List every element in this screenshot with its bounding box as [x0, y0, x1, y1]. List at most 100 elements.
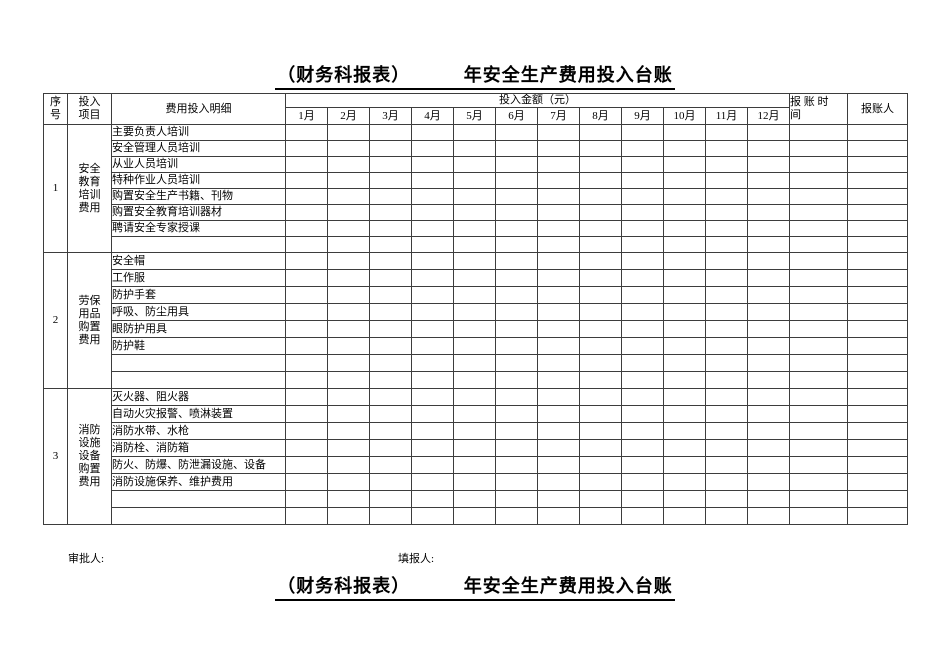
amount-cell[interactable]: [327, 354, 370, 372]
reimburse-time-cell[interactable]: [789, 156, 848, 173]
reimburse-person-cell[interactable]: [847, 140, 908, 157]
amount-cell[interactable]: [285, 337, 328, 355]
amount-cell[interactable]: [579, 507, 622, 525]
amount-cell[interactable]: [495, 269, 538, 287]
amount-cell[interactable]: [705, 405, 748, 423]
amount-cell[interactable]: [495, 354, 538, 372]
amount-cell[interactable]: [453, 140, 496, 157]
amount-cell[interactable]: [327, 490, 370, 508]
amount-cell[interactable]: [369, 490, 412, 508]
amount-cell[interactable]: [453, 286, 496, 304]
reimburse-time-cell[interactable]: [789, 188, 848, 205]
amount-cell[interactable]: [705, 220, 748, 237]
amount-cell[interactable]: [705, 303, 748, 321]
amount-cell[interactable]: [705, 490, 748, 508]
amount-cell[interactable]: [663, 188, 706, 205]
amount-cell[interactable]: [747, 490, 790, 508]
amount-cell[interactable]: [327, 422, 370, 440]
amount-cell[interactable]: [621, 388, 664, 406]
amount-cell[interactable]: [327, 507, 370, 525]
reimburse-time-cell[interactable]: [789, 320, 848, 338]
amount-cell[interactable]: [747, 220, 790, 237]
amount-cell[interactable]: [705, 456, 748, 474]
amount-cell[interactable]: [495, 388, 538, 406]
reimburse-person-cell[interactable]: [847, 439, 908, 457]
amount-cell[interactable]: [495, 172, 538, 189]
amount-cell[interactable]: [663, 303, 706, 321]
amount-cell[interactable]: [579, 204, 622, 221]
amount-cell[interactable]: [411, 473, 454, 491]
reimburse-time-cell[interactable]: [789, 236, 848, 253]
amount-cell[interactable]: [411, 156, 454, 173]
amount-cell[interactable]: [705, 252, 748, 270]
amount-cell[interactable]: [495, 140, 538, 157]
amount-cell[interactable]: [705, 371, 748, 389]
amount-cell[interactable]: [579, 337, 622, 355]
amount-cell[interactable]: [579, 140, 622, 157]
reimburse-time-cell[interactable]: [789, 220, 848, 237]
amount-cell[interactable]: [453, 456, 496, 474]
amount-cell[interactable]: [369, 354, 412, 372]
amount-cell[interactable]: [621, 140, 664, 157]
amount-cell[interactable]: [453, 269, 496, 287]
amount-cell[interactable]: [747, 473, 790, 491]
amount-cell[interactable]: [537, 354, 580, 372]
amount-cell[interactable]: [327, 252, 370, 270]
amount-cell[interactable]: [747, 354, 790, 372]
amount-cell[interactable]: [621, 172, 664, 189]
amount-cell[interactable]: [369, 140, 412, 157]
amount-cell[interactable]: [747, 188, 790, 205]
amount-cell[interactable]: [495, 236, 538, 253]
amount-cell[interactable]: [579, 188, 622, 205]
amount-cell[interactable]: [705, 388, 748, 406]
amount-cell[interactable]: [369, 422, 412, 440]
amount-cell[interactable]: [327, 371, 370, 389]
amount-cell[interactable]: [621, 422, 664, 440]
reimburse-person-cell[interactable]: [847, 320, 908, 338]
amount-cell[interactable]: [621, 124, 664, 141]
amount-cell[interactable]: [621, 354, 664, 372]
amount-cell[interactable]: [537, 236, 580, 253]
amount-cell[interactable]: [285, 405, 328, 423]
amount-cell[interactable]: [495, 124, 538, 141]
amount-cell[interactable]: [663, 320, 706, 338]
amount-cell[interactable]: [453, 236, 496, 253]
amount-cell[interactable]: [537, 337, 580, 355]
amount-cell[interactable]: [579, 236, 622, 253]
amount-cell[interactable]: [327, 405, 370, 423]
amount-cell[interactable]: [285, 388, 328, 406]
reimburse-time-cell[interactable]: [789, 269, 848, 287]
amount-cell[interactable]: [705, 473, 748, 491]
reimburse-person-cell[interactable]: [847, 172, 908, 189]
amount-cell[interactable]: [579, 354, 622, 372]
amount-cell[interactable]: [285, 124, 328, 141]
amount-cell[interactable]: [453, 371, 496, 389]
amount-cell[interactable]: [285, 456, 328, 474]
amount-cell[interactable]: [621, 439, 664, 457]
amount-cell[interactable]: [369, 188, 412, 205]
amount-cell[interactable]: [747, 252, 790, 270]
amount-cell[interactable]: [411, 388, 454, 406]
amount-cell[interactable]: [621, 236, 664, 253]
amount-cell[interactable]: [537, 269, 580, 287]
amount-cell[interactable]: [411, 507, 454, 525]
amount-cell[interactable]: [369, 172, 412, 189]
amount-cell[interactable]: [327, 473, 370, 491]
amount-cell[interactable]: [285, 252, 328, 270]
amount-cell[interactable]: [411, 286, 454, 304]
reimburse-time-cell[interactable]: [789, 473, 848, 491]
amount-cell[interactable]: [327, 172, 370, 189]
amount-cell[interactable]: [369, 252, 412, 270]
amount-cell[interactable]: [537, 371, 580, 389]
amount-cell[interactable]: [285, 490, 328, 508]
amount-cell[interactable]: [369, 220, 412, 237]
amount-cell[interactable]: [369, 371, 412, 389]
amount-cell[interactable]: [285, 371, 328, 389]
amount-cell[interactable]: [537, 473, 580, 491]
amount-cell[interactable]: [747, 371, 790, 389]
amount-cell[interactable]: [747, 303, 790, 321]
amount-cell[interactable]: [663, 236, 706, 253]
amount-cell[interactable]: [747, 124, 790, 141]
amount-cell[interactable]: [369, 456, 412, 474]
amount-cell[interactable]: [705, 286, 748, 304]
